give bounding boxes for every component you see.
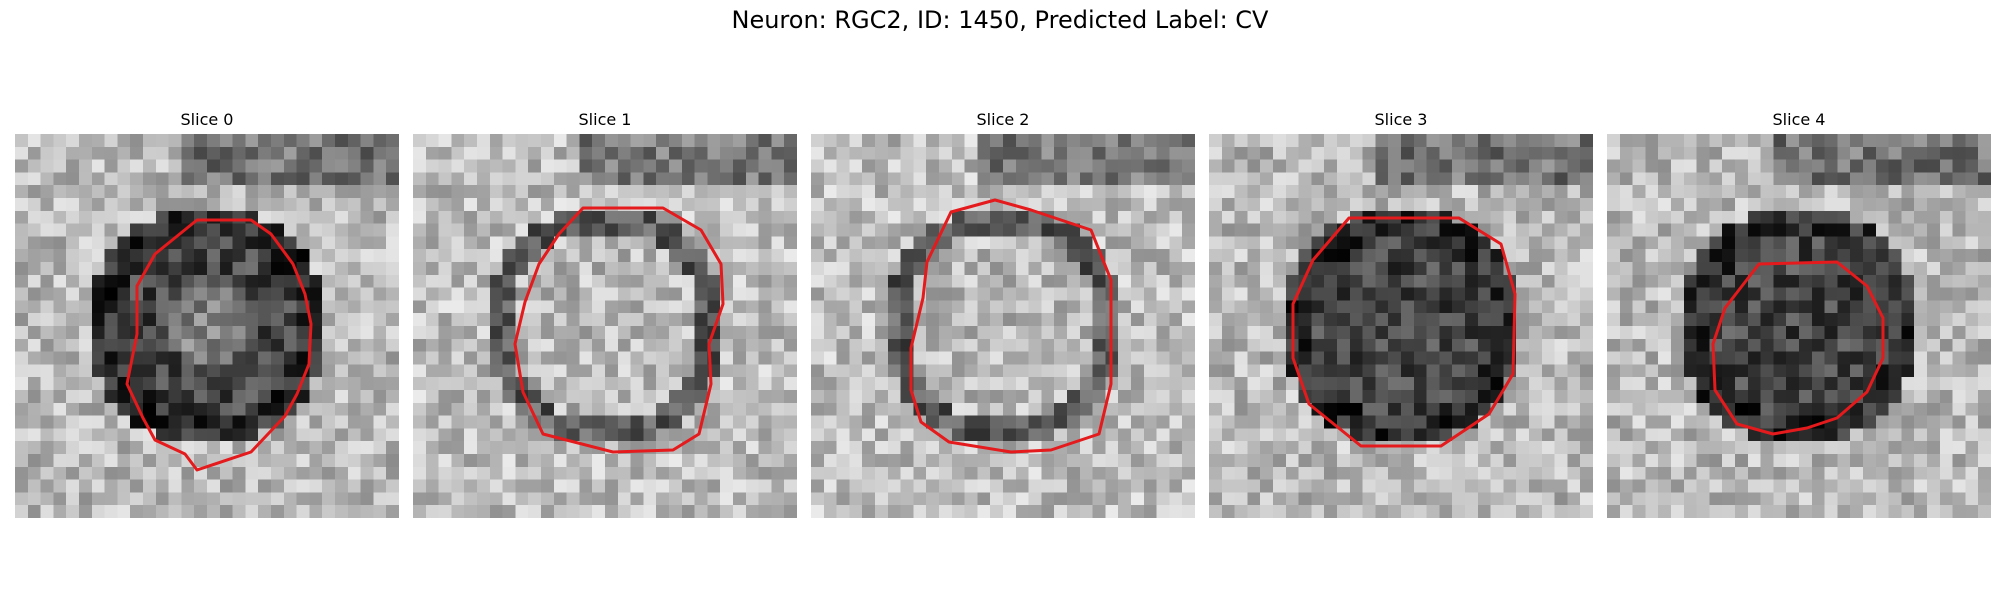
slice-4-title: Slice 4 xyxy=(1772,110,1826,129)
slice-2-title: Slice 2 xyxy=(976,110,1030,129)
slice-2-contour xyxy=(909,198,1113,454)
slice-3-image xyxy=(1209,134,1593,518)
slice-1-contour xyxy=(513,206,725,454)
figure-title: Neuron: RGC2, ID: 1450, Predicted Label:… xyxy=(731,6,1269,34)
slice-0-contour xyxy=(125,218,313,472)
slice-0-title: Slice 0 xyxy=(180,110,234,129)
slice-3-contour xyxy=(1291,216,1517,448)
slice-1-image xyxy=(413,134,797,518)
slice-4-contour xyxy=(1711,260,1885,436)
slice-2-panel xyxy=(811,134,1195,518)
slice-4-panel xyxy=(1607,134,1991,518)
slice-3-title: Slice 3 xyxy=(1374,110,1428,129)
slice-3-panel xyxy=(1209,134,1593,518)
slice-2-image xyxy=(811,134,1195,518)
slice-0-image xyxy=(15,134,399,518)
slice-1-title: Slice 1 xyxy=(578,110,632,129)
slice-1-panel xyxy=(413,134,797,518)
slice-4-image xyxy=(1607,134,1991,518)
slice-0-panel xyxy=(15,134,399,518)
